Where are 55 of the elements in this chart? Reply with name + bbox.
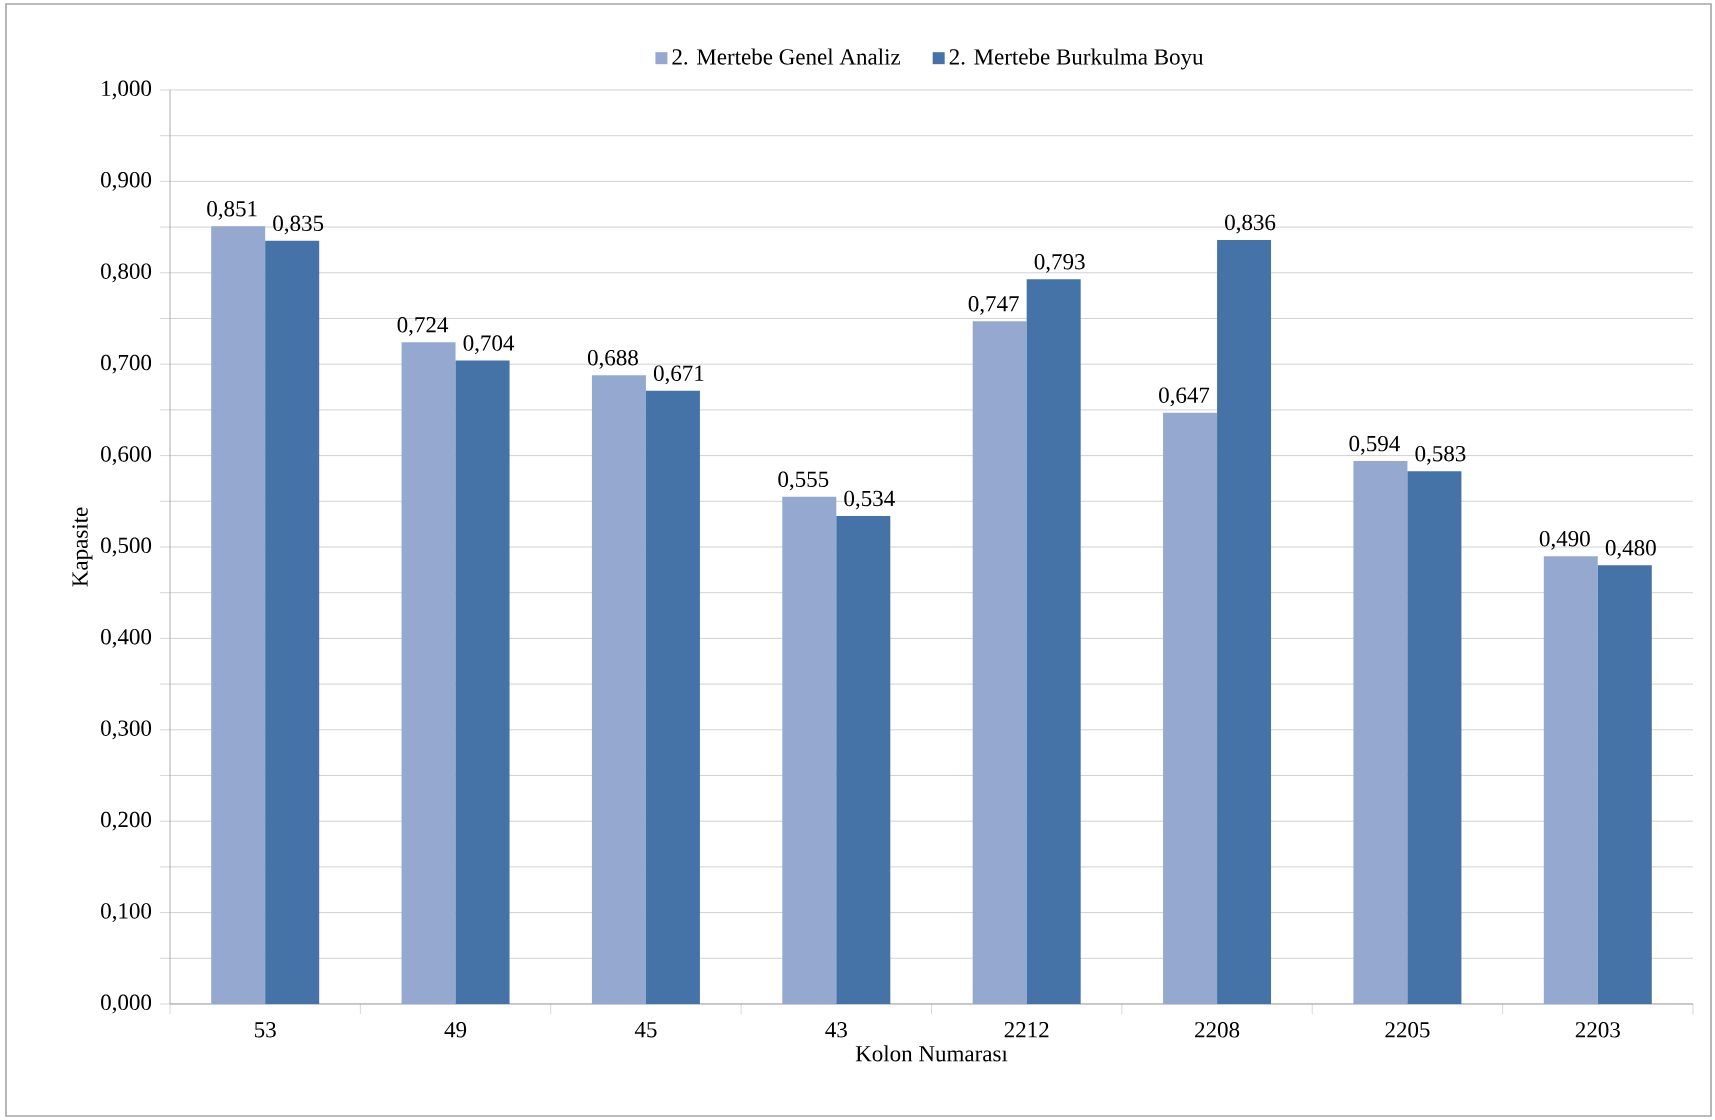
y-tick-label: 0,000 (101, 994, 152, 1014)
bar (645, 390, 700, 1004)
x-tick-label: 53 (255, 1022, 276, 1038)
bar (836, 515, 891, 1004)
x-tick-label: 45 (634, 1022, 657, 1038)
y-tick-label: 0,900 (101, 171, 152, 191)
data-label: 0,671 (653, 365, 704, 385)
x-tick-label: 2205 (1385, 1022, 1430, 1038)
y-tick-label: 0,600 (101, 446, 152, 466)
x-tick-label: 43 (825, 1022, 847, 1038)
y-axis-title: Kapasite (72, 507, 93, 587)
bar (211, 226, 266, 1004)
data-label: 0,647 (1159, 387, 1210, 407)
data-label: 0,594 (1349, 435, 1400, 455)
bar (1407, 471, 1462, 1004)
data-label: 0,835 (273, 215, 324, 235)
y-tick-label: 1,000 (102, 80, 152, 100)
data-label: 0,480 (1605, 540, 1656, 559)
bar (1543, 556, 1598, 1004)
data-label: 0,490 (1539, 530, 1590, 550)
data-label: 0,747 (968, 296, 1019, 315)
y-tick-label: 0,100 (101, 903, 152, 923)
data-label: 0,851 (207, 200, 257, 220)
bar (1026, 279, 1081, 1004)
data-label: 0,688 (587, 349, 638, 369)
bar (1597, 565, 1652, 1004)
bar (265, 240, 320, 1004)
data-label: 0,583 (1415, 445, 1466, 465)
x-tick-label: 2212 (1004, 1022, 1049, 1038)
y-tick-label: 0,400 (101, 628, 152, 648)
y-tick-label: 0,800 (101, 263, 152, 283)
bar (972, 321, 1027, 1004)
y-tick-label: 0,200 (101, 811, 152, 831)
bar (591, 375, 646, 1004)
data-label: 0,793 (1034, 253, 1085, 273)
bar (401, 342, 456, 1004)
data-label: 0,836 (1225, 214, 1276, 234)
legend-label: 2. Mertebe Genel Analiz (672, 48, 901, 65)
bar (782, 496, 837, 1004)
bar (1163, 412, 1218, 1004)
x-tick-label: 49 (444, 1022, 467, 1038)
data-label: 0,704 (463, 335, 515, 355)
y-tick-label: 0,500 (101, 537, 152, 557)
data-label: 0,555 (778, 471, 829, 491)
bar (1217, 239, 1272, 1004)
data-label: 0,534 (844, 490, 895, 510)
bar (455, 360, 510, 1004)
y-tick-label: 0,300 (101, 720, 152, 740)
data-label: 0,724 (397, 317, 449, 336)
legend-label: 2. Mertebe Burkulma Boyu (949, 48, 1204, 70)
x-tick-label: 2208 (1195, 1022, 1240, 1038)
bar (1353, 461, 1408, 1004)
x-tick-label: 2203 (1575, 1022, 1620, 1038)
y-tick-label: 0,700 (101, 354, 152, 374)
x-axis-title: Kolon Numarası (855, 1045, 1008, 1062)
